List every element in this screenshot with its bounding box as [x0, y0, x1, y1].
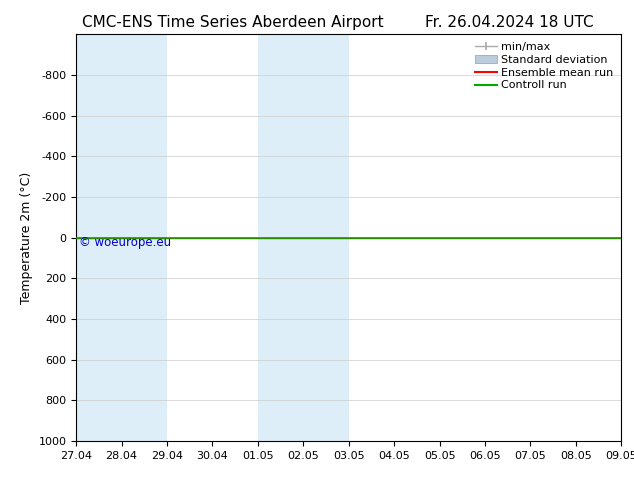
Bar — [258, 34, 349, 441]
Y-axis label: Temperature 2m (°C): Temperature 2m (°C) — [20, 172, 33, 304]
Bar — [76, 34, 167, 441]
Text: CMC-ENS Time Series Aberdeen Airport: CMC-ENS Time Series Aberdeen Airport — [82, 15, 384, 30]
Text: © woeurope.eu: © woeurope.eu — [79, 237, 171, 249]
Bar — [621, 34, 634, 441]
Text: Fr. 26.04.2024 18 UTC: Fr. 26.04.2024 18 UTC — [425, 15, 593, 30]
Legend: min/max, Standard deviation, Ensemble mean run, Controll run: min/max, Standard deviation, Ensemble me… — [472, 40, 616, 93]
